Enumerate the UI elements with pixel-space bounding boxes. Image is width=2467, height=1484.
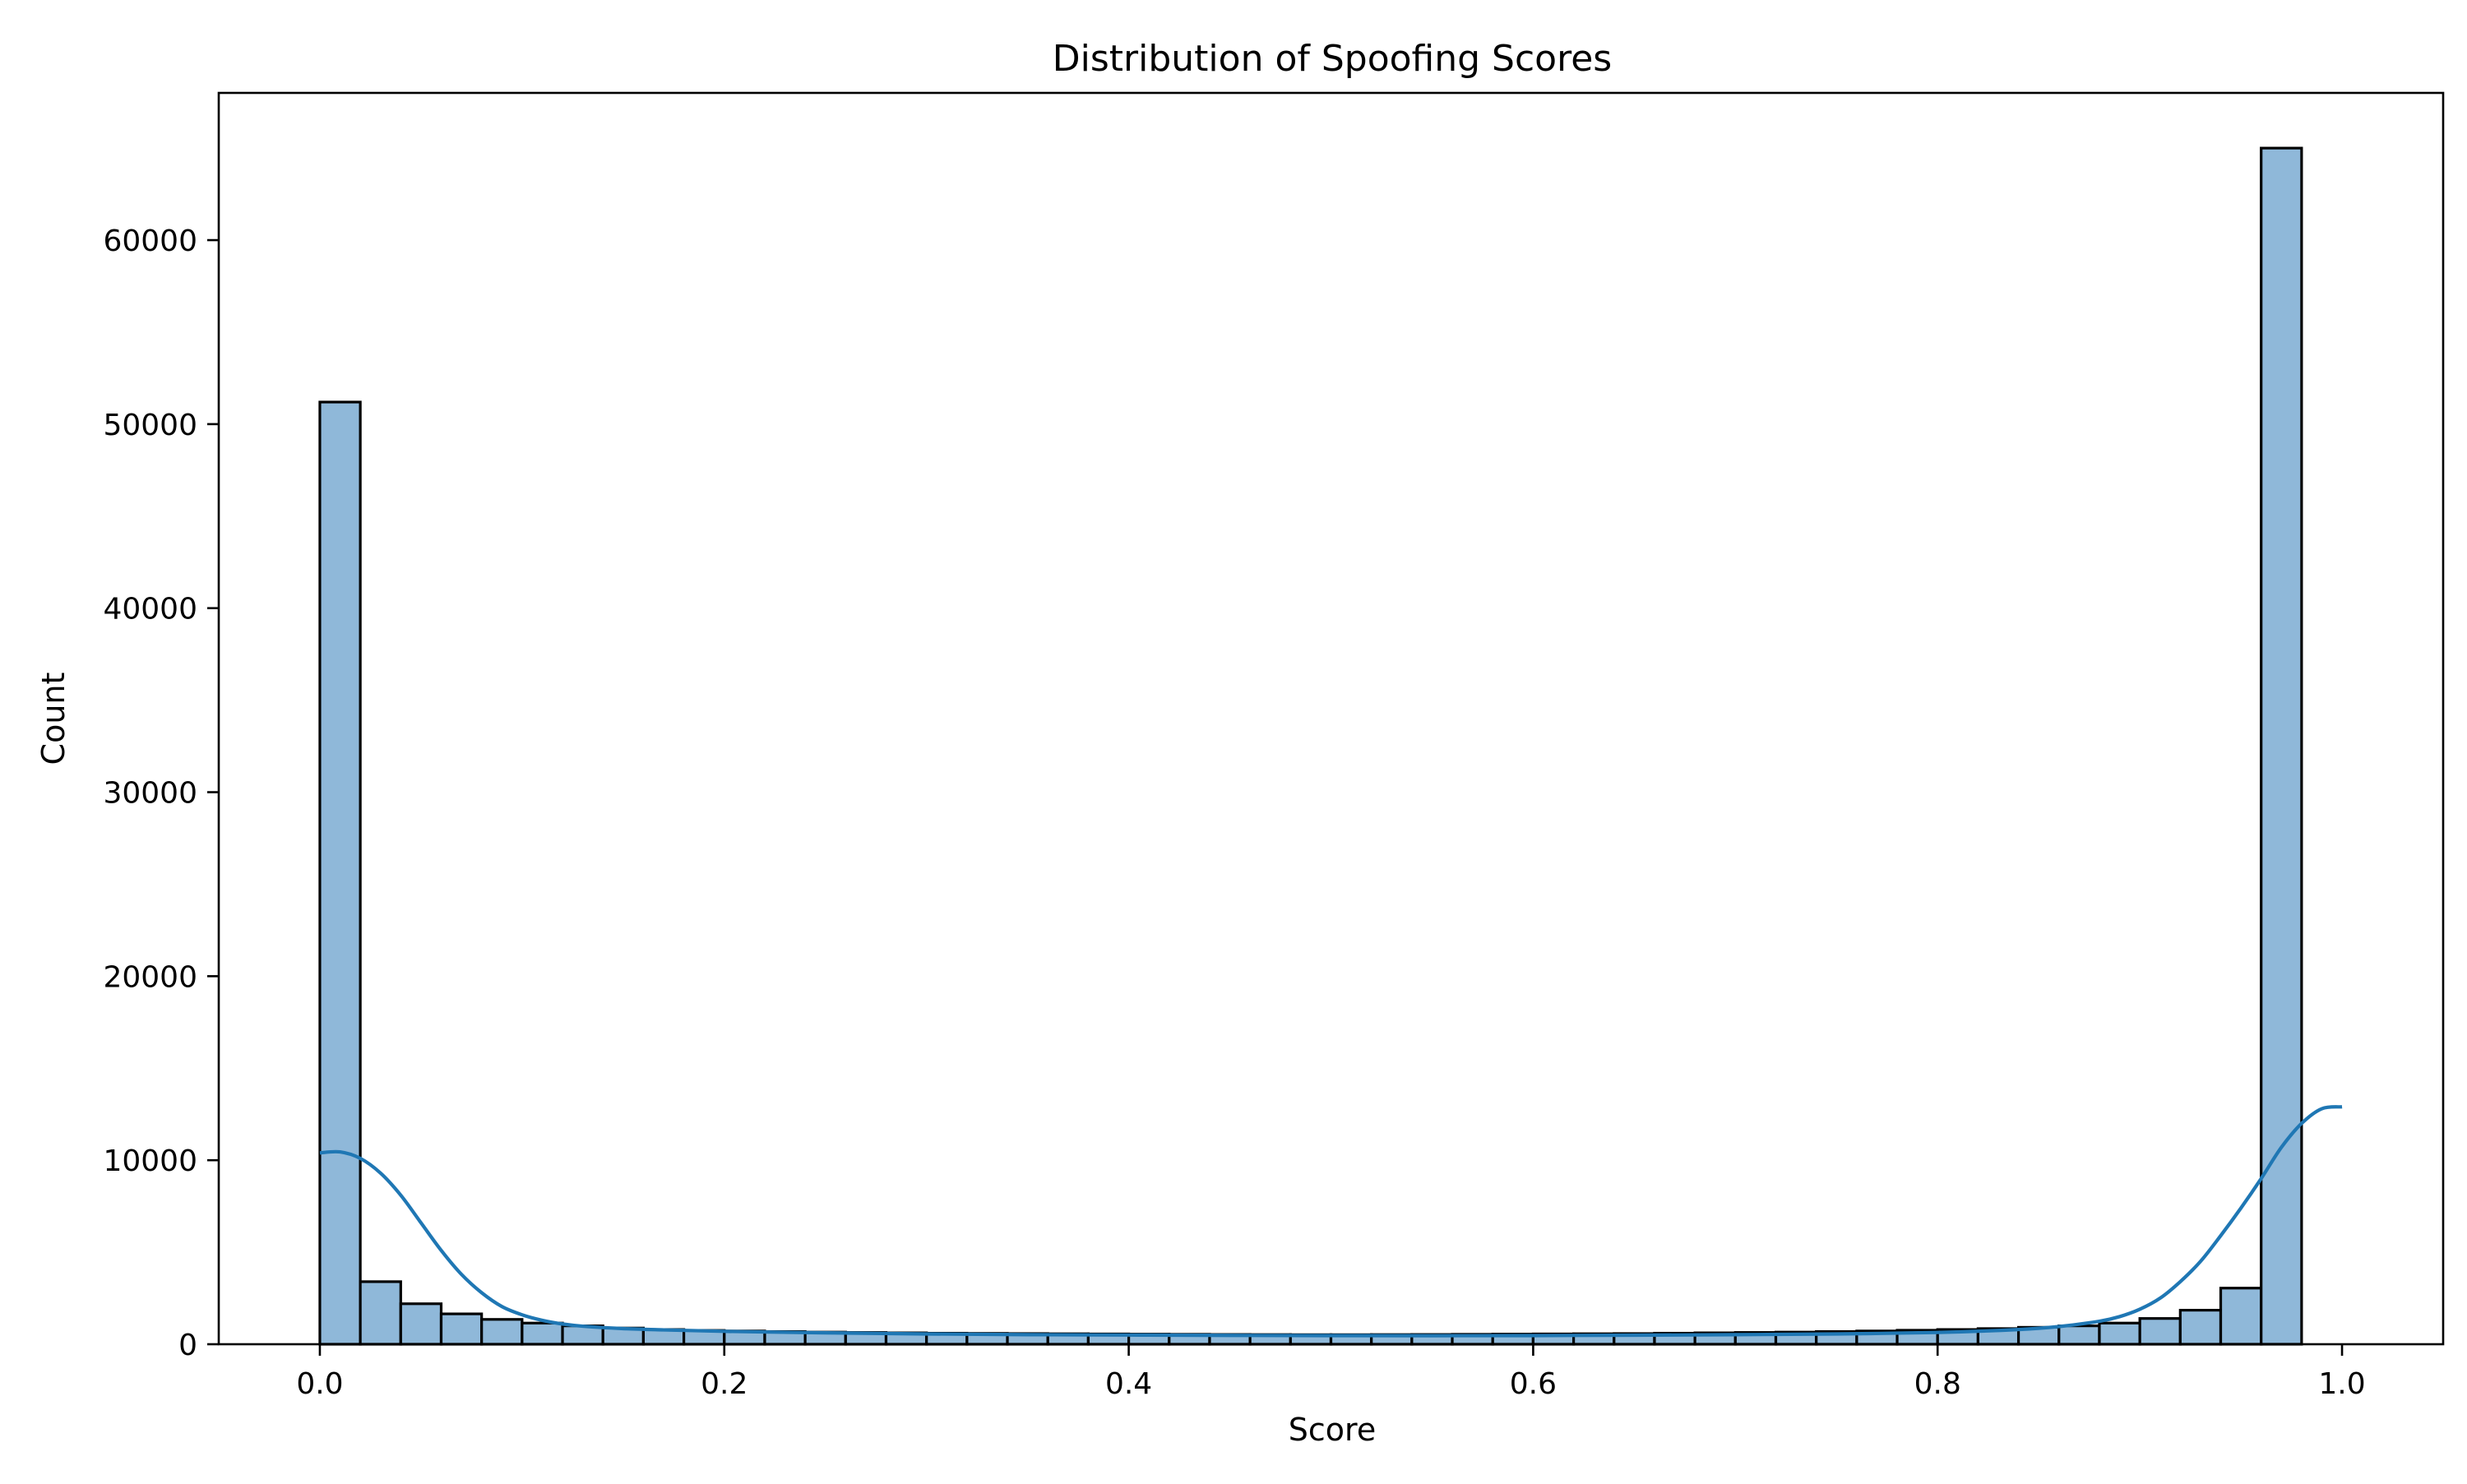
histogram-bar	[2138, 1317, 2182, 1346]
y-axis: 0 10000 20000 30000 40000 50000 60000	[103, 224, 219, 1362]
x-tick-label: 0.4	[1105, 1367, 1152, 1401]
x-tick-label: 0.8	[1914, 1367, 1961, 1401]
x-tick-label: 1.0	[2318, 1367, 2365, 1401]
y-tick-label: 10000	[103, 1144, 197, 1178]
x-tick-label: 0.0	[296, 1367, 343, 1401]
y-tick-label: 20000	[103, 960, 197, 994]
y-tick-label: 60000	[103, 224, 197, 258]
histogram-bar	[2178, 1308, 2223, 1346]
histogram-bar	[2219, 1287, 2263, 1346]
histogram-bar	[399, 1302, 443, 1346]
histogram-bar	[2098, 1321, 2141, 1346]
histogram-bar	[2057, 1325, 2101, 1346]
x-tick-label: 0.2	[701, 1367, 748, 1401]
kde-curve	[319, 1105, 2343, 1338]
histogram-bar	[521, 1321, 564, 1346]
histogram-bar	[359, 1280, 402, 1346]
y-tick-label: 0	[178, 1329, 197, 1362]
y-tick-label: 40000	[103, 593, 197, 626]
bars-layer	[318, 146, 2303, 1346]
y-axis-label: Count	[35, 673, 72, 765]
histogram-bar	[2260, 146, 2303, 1346]
histogram-bar	[318, 400, 362, 1346]
x-axis: 0.0 0.2 0.4 0.6 0.8 1.0	[296, 1344, 2366, 1401]
chart-title: Distribution of Spoofing Scores	[1053, 38, 1612, 80]
y-tick-label: 50000	[103, 409, 197, 442]
plot-frame	[217, 91, 2445, 1346]
x-axis-label: Score	[1289, 1412, 1376, 1448]
x-tick-label: 0.6	[1510, 1367, 1557, 1401]
histogram-bar	[439, 1312, 484, 1346]
y-tick-label: 30000	[103, 777, 197, 811]
histogram-bar	[480, 1318, 524, 1346]
